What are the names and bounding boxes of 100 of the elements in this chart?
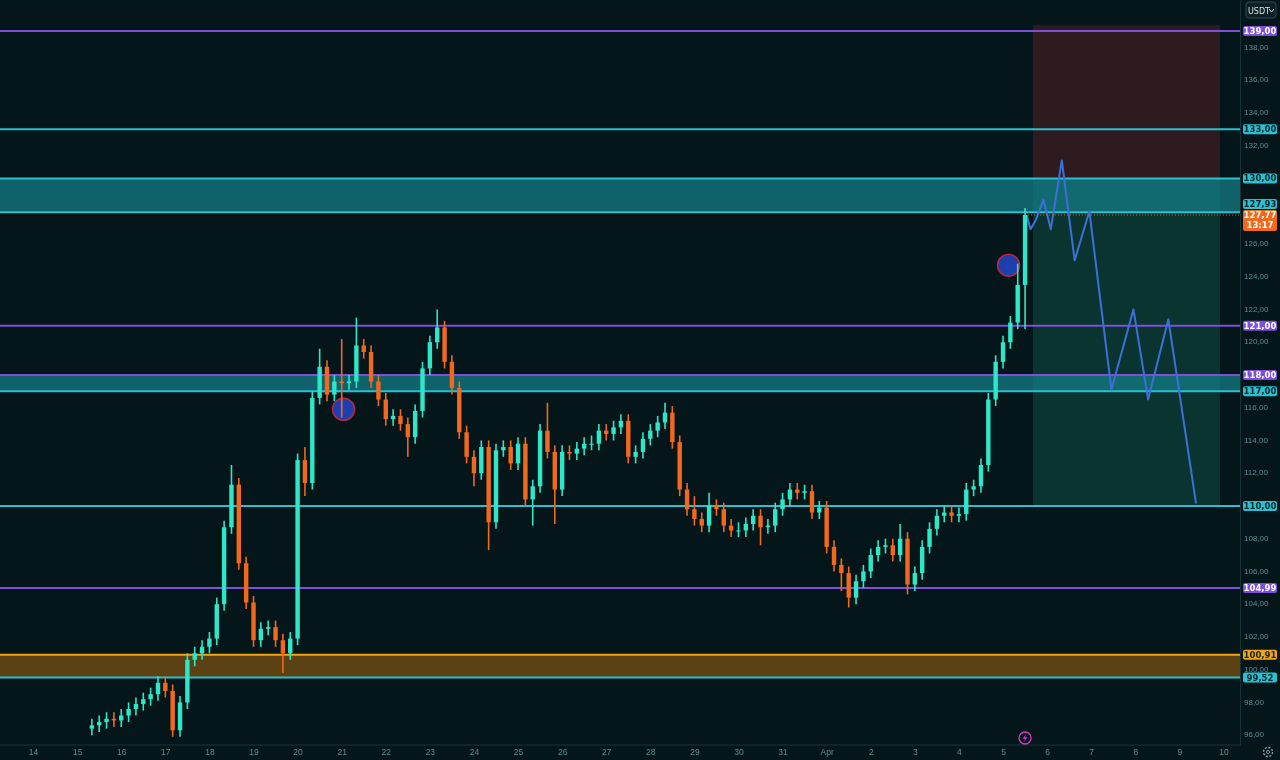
y-tick-label: 102,00: [1244, 632, 1270, 642]
candlestick: [332, 374, 337, 402]
candlestick: [545, 401, 550, 460]
x-tick-label: 20: [293, 747, 304, 758]
x-tick-label: 3: [912, 747, 918, 758]
x-tick-label: 16: [117, 747, 127, 758]
ref-line-label: 100,91: [1243, 649, 1277, 660]
x-tick-label: 21: [337, 747, 348, 758]
candlestick: [361, 338, 366, 360]
x-tick-label: 9: [1177, 747, 1183, 758]
y-tick-label: 138,00: [1244, 42, 1270, 52]
candlestick: [692, 495, 697, 527]
candlestick: [927, 521, 932, 555]
ref-line-label: 139,00: [1243, 26, 1277, 37]
candlestick: [581, 436, 587, 456]
candlestick: [743, 516, 749, 538]
y-tick-label: 104,00: [1244, 599, 1270, 609]
x-tick-label: 28: [646, 747, 656, 758]
candlestick: [611, 420, 616, 442]
x-tick-label: 5: [1001, 747, 1007, 758]
text: USDT: [1248, 6, 1271, 16]
x-tick-label: 14: [28, 747, 39, 758]
x-tick-label: 17: [161, 747, 171, 758]
y-tick-label: 132,00: [1244, 140, 1270, 150]
y-tick-label: 126,00: [1244, 239, 1270, 249]
candlestick: [266, 619, 271, 637]
y-tick-label: 114,00: [1244, 435, 1269, 445]
ref-line-label: 133,00: [1243, 124, 1277, 135]
x-tick-label: 22: [381, 747, 392, 758]
x-tick-label: 25: [513, 747, 524, 758]
candlestick: [817, 500, 822, 520]
candlestick: [163, 675, 168, 699]
x-tick-label: 4: [957, 747, 963, 758]
ref-line-label: 99,52: [1246, 672, 1274, 683]
candlestick: [780, 492, 785, 517]
candlestick: [912, 565, 918, 592]
x-tick-label: Apr: [820, 747, 834, 758]
candlestick: [207, 631, 212, 655]
candlestick: [721, 501, 726, 533]
y-tick-label: 124,00: [1244, 271, 1270, 281]
ref-line-label: 110,00: [1243, 500, 1277, 511]
x-tick-label: 30: [734, 747, 744, 758]
candlestick: [141, 691, 146, 712]
ref-line-label: 117,00: [1243, 386, 1277, 397]
y-tick-label: 108,00: [1244, 533, 1270, 543]
x-tick-label: 8: [1133, 747, 1139, 758]
candlestick: [596, 423, 602, 452]
candlestick: [530, 478, 535, 527]
candlestick: [508, 439, 513, 471]
x-tick-label: 7: [1089, 747, 1095, 758]
candlestick: [890, 537, 895, 563]
candlestick: [633, 444, 638, 465]
candlestick: [192, 645, 197, 668]
candlestick: [773, 501, 778, 533]
candlestick: [126, 701, 131, 723]
candlestick: [302, 446, 308, 497]
x-tick-label: 29: [690, 747, 700, 758]
candlestick: [956, 506, 962, 524]
candlestick: [405, 416, 411, 458]
candlestick: [435, 308, 440, 350]
x-tick-label: 2: [868, 747, 874, 758]
x-tick-label: 19: [249, 747, 259, 758]
x-tick-label: 10: [1219, 747, 1229, 758]
x-tick-label: 26: [557, 747, 568, 758]
candlestick: [699, 511, 704, 533]
x-tick-label: 23: [425, 747, 436, 758]
y-tick-label: 100,00: [1244, 664, 1270, 674]
candlestick: [655, 415, 660, 438]
x-tick-label: 31: [778, 747, 789, 758]
candlestick: [89, 718, 95, 736]
ref-line-label: 121,00: [1243, 320, 1277, 331]
candlestick: [273, 619, 278, 648]
candlestick: [133, 696, 139, 717]
ref-line-label: 104,99: [1243, 582, 1277, 593]
candlestick: [758, 508, 763, 547]
ref-line-label: 130,00: [1243, 173, 1277, 184]
candlestick: [706, 492, 712, 533]
y-tick-label: 96,00: [1244, 730, 1265, 740]
text: 13:17: [1246, 219, 1274, 230]
annotation: 127,77: [1243, 210, 1277, 221]
candlestick: [648, 423, 653, 447]
candlestick: [376, 374, 381, 407]
candlestick: [853, 573, 859, 605]
ref-line-label: 127,93: [1243, 198, 1277, 209]
y-tick-label: 136,00: [1244, 75, 1270, 85]
y-tick-label: 120,00: [1244, 337, 1270, 347]
x-tick-label: 18: [205, 747, 215, 758]
y-tick-label: 106,00: [1244, 566, 1270, 576]
candlestick: [861, 564, 866, 589]
y-tick-label: 98,00: [1244, 697, 1265, 707]
candlestick: [280, 632, 286, 674]
x-tick-label: 6: [1045, 747, 1051, 758]
ref-line-label: 118,00: [1243, 369, 1277, 380]
candlestick: [148, 686, 153, 707]
candlestick: [942, 505, 947, 524]
y-tick-label: 116,00: [1244, 402, 1269, 412]
candlestick: [934, 508, 940, 537]
candlestick: [1008, 315, 1013, 350]
candlestick: [839, 557, 844, 592]
x-tick-label: 27: [601, 747, 612, 758]
